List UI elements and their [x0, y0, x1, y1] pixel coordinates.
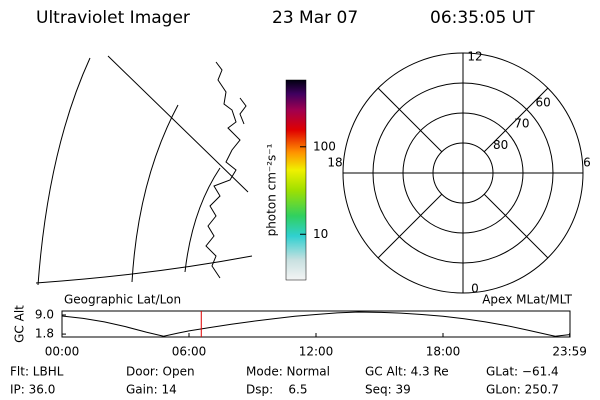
polar-diagonal: [377, 87, 443, 153]
info-field: GC Alt: 4.3 Re: [365, 365, 449, 379]
polar-label: Apex MLat/MLT: [482, 293, 572, 307]
info-field: Mode: Normal: [246, 365, 330, 379]
info-field: GLon: 250.7: [486, 383, 559, 397]
time: 06:35:05 UT: [430, 8, 535, 28]
colorbar-tick-label: 100: [313, 139, 336, 153]
colorbar-tick-label: 10: [313, 227, 328, 241]
polar-diagonal: [377, 193, 443, 259]
x-tick-label: 00:00: [45, 345, 80, 359]
meridian: [184, 167, 221, 273]
info-field: IP: 36.0: [10, 383, 55, 397]
mlt-label: 18: [327, 156, 342, 170]
info-field: Flt: LBHL: [10, 365, 64, 379]
coastline: [239, 97, 247, 125]
mlt-label: 0: [471, 282, 479, 296]
map-label: Geographic Lat/Lon: [64, 293, 181, 307]
date: 23 Mar 07: [272, 8, 358, 28]
mlt-label: 6: [583, 156, 591, 170]
y-tick-label: 1.8: [35, 327, 54, 341]
polar-diagonal: [483, 87, 549, 153]
title: Ultraviolet Imager: [36, 8, 190, 28]
mlat-label: 80: [493, 138, 508, 152]
info-field: Seq: 39: [365, 383, 411, 397]
info-field: GLat: −61.4: [486, 365, 559, 379]
mlat-label: 70: [514, 117, 529, 131]
y-axis-label: GC Alt: [13, 305, 27, 343]
info-field: Door: Open: [126, 365, 195, 379]
info-field: Dsp: 6.5: [246, 383, 308, 397]
colorbar-label: photon cm⁻²s⁻¹: [265, 143, 279, 236]
x-tick-label: 12:00: [299, 345, 334, 359]
parallel: [35, 255, 253, 284]
parallel: [107, 55, 249, 193]
coastline: [205, 61, 241, 279]
x-tick-label: 06:00: [172, 345, 207, 359]
x-tick-label: 18:00: [426, 345, 461, 359]
meridian: [131, 104, 179, 283]
info-field: Gain: 14: [126, 383, 177, 397]
mlat-label: 60: [535, 95, 550, 109]
altitude-line: [61, 311, 570, 337]
meridian: [37, 57, 91, 286]
x-tick-label: 23:59: [552, 345, 587, 359]
map: [35, 55, 253, 286]
colorbar: [285, 79, 307, 281]
y-tick-label: 9.0: [35, 307, 54, 321]
mlt-label: 12: [467, 50, 482, 64]
polar-diagonal: [483, 193, 549, 259]
